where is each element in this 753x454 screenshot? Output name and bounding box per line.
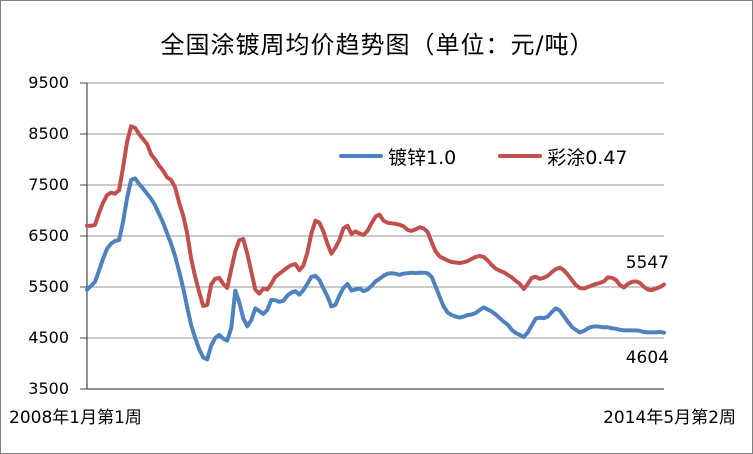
y-tick-label: 5500 [28,277,69,296]
legend-line-galvanized-icon [339,154,383,158]
data-label-color-coated: 5547 [625,252,669,273]
y-tick-label: 9500 [28,73,69,92]
axes [80,82,664,390]
x-axis-end-label: 2014年5月第2周 [603,408,736,428]
y-tick-label: 7500 [28,175,69,194]
legend-label-galvanized: 镀锌1.0 [388,146,457,169]
y-tick-label: 6500 [28,226,69,245]
y-tick-label: 4500 [28,328,69,347]
legend-line-color-coated-icon [498,154,543,158]
legend: 镀锌1.0 彩涂0.47 [339,145,628,169]
chart-title: 全国涂镀周均价趋势图（单位：元/吨） [160,31,595,59]
data-label-galvanized: 4604 [625,347,669,368]
y-tick-label: 3500 [28,379,69,398]
x-axis-start-label: 2008年1月第1周 [9,408,142,428]
legend-label-color-coated: 彩涂0.47 [547,146,628,169]
series-lines [85,124,666,362]
y-tick-label: 8500 [28,124,69,143]
gridlines [87,82,664,390]
